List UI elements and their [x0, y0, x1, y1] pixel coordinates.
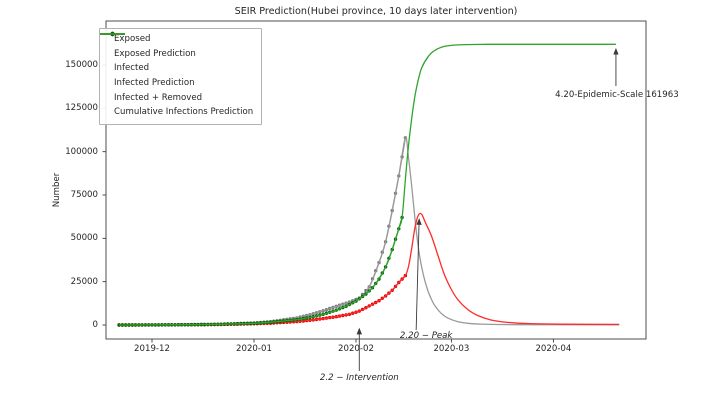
x-tick-label: 2020-03: [433, 344, 470, 354]
peak-annotation: 2.20 − Peak: [399, 331, 453, 341]
chart-title: SEIR Prediction(Hubei province, 10 days …: [234, 6, 518, 17]
legend-label: Exposed Prediction: [114, 48, 196, 59]
legend-label: Infected Prediction: [114, 78, 195, 89]
y-tick-label: 150000: [65, 60, 98, 70]
x-tick-label: 2020-01: [236, 344, 272, 354]
legend: Exposed Exposed Prediction Infected Infecte…: [99, 28, 263, 125]
legend-item: Exposed: [100, 31, 253, 47]
series-line: [119, 275, 406, 326]
legend-label: Infected: [114, 63, 150, 74]
peak-arrow: [415, 218, 422, 331]
epidemic-scale-annotation: 4.20-Epidemic-Scale 161963: [555, 90, 679, 100]
legend-item: Infected: [100, 31, 253, 76]
series-line: [119, 217, 403, 326]
series-line: [119, 136, 620, 326]
x-tick-label: 2019-12: [134, 344, 170, 354]
y-tick-label: 25000: [70, 276, 98, 287]
legend-item: Infected + Removed: [100, 31, 253, 105]
x-tick-label: 2020-02: [338, 344, 374, 354]
legend-label: Infected + Removed: [114, 92, 203, 103]
y-tick-label: 100000: [65, 146, 98, 157]
legend-label: Exposed: [114, 34, 151, 45]
plot-border: [105, 20, 647, 340]
legend-item: Infected Prediction: [100, 33, 253, 91]
series-line: [119, 212, 620, 326]
y-tick-label: 0: [92, 320, 98, 330]
y-tick-label: 125000: [65, 103, 98, 114]
x-tick-label: 2020-04: [535, 344, 572, 354]
y-tick-label: 75000: [70, 190, 98, 200]
legend-item: Exposed Prediction: [100, 33, 253, 62]
legend-item: Cumulative Infections Prediction: [100, 33, 254, 120]
legend-line-sample: [100, 33, 125, 35]
legend-label: Cumulative Infections Prediction: [114, 107, 254, 118]
intervention-annotation: 2.2 − Intervention: [319, 373, 399, 383]
series-line: [119, 43, 616, 326]
y-tick-label: 50000: [70, 233, 98, 244]
